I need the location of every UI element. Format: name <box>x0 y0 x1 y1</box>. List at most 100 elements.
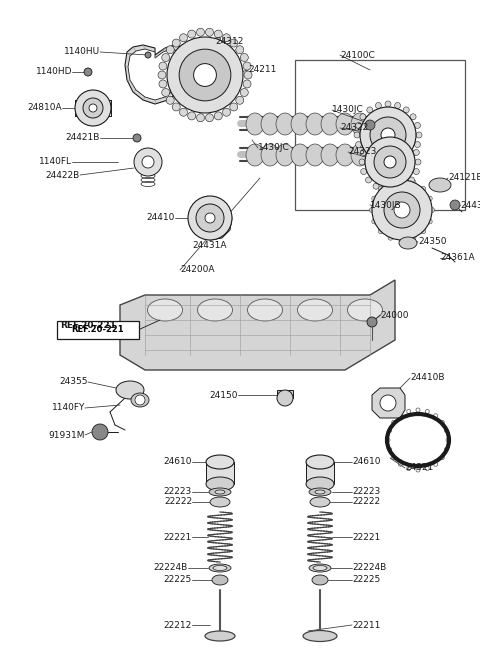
Circle shape <box>196 204 224 232</box>
Text: 1140HD: 1140HD <box>36 67 72 77</box>
Bar <box>277 390 293 398</box>
Circle shape <box>162 54 170 62</box>
Text: 22225: 22225 <box>352 576 380 584</box>
Text: 24312: 24312 <box>215 37 243 47</box>
Text: 22221: 22221 <box>352 533 380 542</box>
Ellipse shape <box>351 144 369 166</box>
Text: 24610: 24610 <box>352 457 381 466</box>
Circle shape <box>408 141 414 147</box>
Ellipse shape <box>206 477 234 491</box>
Circle shape <box>172 39 180 47</box>
Bar <box>206 462 234 484</box>
Circle shape <box>223 108 230 116</box>
Text: 24410B: 24410B <box>410 373 444 383</box>
Circle shape <box>205 28 214 36</box>
FancyBboxPatch shape <box>57 321 139 339</box>
Ellipse shape <box>399 237 417 249</box>
Circle shape <box>240 88 248 96</box>
Circle shape <box>360 149 367 155</box>
Circle shape <box>354 132 360 138</box>
Text: 1430JB: 1430JB <box>370 200 402 210</box>
Text: REF.20-221: REF.20-221 <box>60 320 116 329</box>
Text: 24610: 24610 <box>164 457 192 466</box>
Circle shape <box>142 156 154 168</box>
Ellipse shape <box>212 575 228 585</box>
Ellipse shape <box>306 144 324 166</box>
Ellipse shape <box>147 299 182 321</box>
Text: 22225: 22225 <box>164 576 192 584</box>
Text: 24150: 24150 <box>209 390 238 400</box>
Ellipse shape <box>246 144 264 166</box>
Circle shape <box>92 424 108 440</box>
Circle shape <box>205 213 215 223</box>
Text: 24100C: 24100C <box>340 50 375 60</box>
Circle shape <box>381 128 395 142</box>
Circle shape <box>196 114 204 122</box>
Circle shape <box>388 235 393 240</box>
Ellipse shape <box>246 113 264 135</box>
Ellipse shape <box>206 455 234 469</box>
Circle shape <box>135 395 145 405</box>
Text: 22224B: 22224B <box>352 563 386 572</box>
Circle shape <box>214 112 222 120</box>
Circle shape <box>367 317 377 327</box>
Ellipse shape <box>306 477 334 491</box>
Circle shape <box>411 179 416 185</box>
Text: 24361A: 24361A <box>440 253 475 263</box>
Circle shape <box>401 183 407 189</box>
Text: 1140FY: 1140FY <box>52 403 85 413</box>
Ellipse shape <box>313 565 327 571</box>
Bar <box>306 462 334 484</box>
Circle shape <box>427 196 432 201</box>
Circle shape <box>382 132 388 138</box>
Circle shape <box>356 141 361 147</box>
Circle shape <box>230 103 238 111</box>
Ellipse shape <box>306 113 324 135</box>
Ellipse shape <box>248 299 283 321</box>
Text: 1140FL: 1140FL <box>39 157 72 166</box>
Circle shape <box>373 183 379 189</box>
Circle shape <box>359 159 365 165</box>
Circle shape <box>133 134 141 142</box>
Polygon shape <box>128 49 182 100</box>
Circle shape <box>415 159 421 165</box>
Circle shape <box>360 114 366 120</box>
Text: 24431A: 24431A <box>192 240 227 250</box>
Circle shape <box>388 179 393 185</box>
Circle shape <box>413 168 420 175</box>
Circle shape <box>372 196 377 201</box>
Circle shape <box>399 238 405 242</box>
Ellipse shape <box>429 178 451 192</box>
Ellipse shape <box>210 497 230 507</box>
Ellipse shape <box>116 381 144 399</box>
Polygon shape <box>125 45 188 104</box>
Ellipse shape <box>306 455 334 469</box>
Circle shape <box>378 186 384 191</box>
Ellipse shape <box>209 488 231 496</box>
Text: 24211: 24211 <box>248 66 276 75</box>
Circle shape <box>193 64 216 86</box>
Ellipse shape <box>310 497 330 507</box>
Text: 1430JC: 1430JC <box>258 143 290 153</box>
Circle shape <box>415 122 420 128</box>
Circle shape <box>395 103 401 109</box>
Circle shape <box>180 108 188 116</box>
Circle shape <box>410 114 416 120</box>
Text: 24421B: 24421B <box>66 134 100 143</box>
Ellipse shape <box>392 419 444 461</box>
Ellipse shape <box>336 113 354 135</box>
Text: 22224B: 22224B <box>154 563 188 572</box>
Circle shape <box>243 80 251 88</box>
Circle shape <box>188 30 196 38</box>
Text: REF.20-221: REF.20-221 <box>72 326 124 335</box>
Circle shape <box>375 103 382 109</box>
Ellipse shape <box>348 299 383 321</box>
Circle shape <box>401 135 407 141</box>
Circle shape <box>365 137 415 187</box>
Circle shape <box>243 62 251 70</box>
Circle shape <box>366 141 372 147</box>
Text: 24433: 24433 <box>460 200 480 210</box>
Circle shape <box>420 229 426 234</box>
Circle shape <box>410 150 416 157</box>
Circle shape <box>450 200 460 210</box>
